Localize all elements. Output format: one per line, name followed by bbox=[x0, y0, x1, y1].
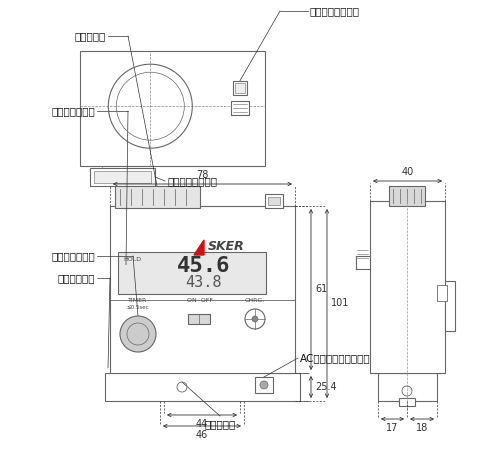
Text: ホールド表示灯: ホールド表示灯 bbox=[51, 106, 95, 116]
Bar bbox=[90, 168, 155, 186]
Text: HOLD: HOLD bbox=[123, 257, 141, 262]
Text: 充電表示灯: 充電表示灯 bbox=[204, 419, 236, 429]
Text: 硬さ表示器: 硬さ表示器 bbox=[75, 31, 106, 41]
Text: CHRG.: CHRG. bbox=[245, 298, 265, 303]
Bar bbox=[445, 281, 455, 331]
Text: 電源スイッチ: 電源スイッチ bbox=[58, 273, 95, 283]
Bar bbox=[265, 194, 283, 208]
Text: 18: 18 bbox=[416, 423, 428, 433]
Text: 25.4: 25.4 bbox=[315, 382, 336, 392]
Text: 外部出力コネクタ: 外部出力コネクタ bbox=[168, 176, 218, 186]
Text: 78: 78 bbox=[196, 170, 209, 180]
Bar bbox=[378, 373, 437, 401]
Text: ≤0.5sec: ≤0.5sec bbox=[127, 305, 149, 310]
Text: 45.6: 45.6 bbox=[177, 256, 230, 276]
Text: 44: 44 bbox=[196, 419, 208, 429]
Text: タイマスイッチ: タイマスイッチ bbox=[51, 251, 95, 261]
Bar bbox=[235, 83, 245, 93]
Text: 46: 46 bbox=[196, 430, 208, 440]
Bar bbox=[255, 377, 273, 393]
Text: 40: 40 bbox=[401, 167, 414, 177]
Circle shape bbox=[260, 381, 268, 389]
Text: 61: 61 bbox=[315, 285, 327, 295]
Bar bbox=[115, 186, 200, 208]
Bar bbox=[399, 398, 415, 406]
Circle shape bbox=[120, 316, 156, 352]
Bar bbox=[231, 101, 249, 115]
Bar bbox=[94, 171, 151, 183]
Bar bbox=[268, 197, 280, 205]
Bar bbox=[110, 206, 295, 373]
Text: 101: 101 bbox=[331, 299, 349, 308]
Bar bbox=[188, 314, 210, 324]
Bar bbox=[105, 373, 300, 401]
Polygon shape bbox=[194, 240, 204, 255]
Text: 43.8: 43.8 bbox=[186, 275, 222, 290]
Text: SKER: SKER bbox=[208, 240, 245, 253]
Bar bbox=[80, 51, 265, 166]
Text: TIMER: TIMER bbox=[128, 298, 148, 303]
Text: ACアダプタコネクター: ACアダプタコネクター bbox=[300, 353, 371, 363]
Circle shape bbox=[252, 316, 258, 322]
Bar bbox=[389, 186, 425, 206]
Text: リセットスイッチ: リセットスイッチ bbox=[310, 6, 360, 16]
Bar bbox=[370, 201, 445, 373]
Bar bbox=[118, 252, 266, 294]
Text: 17: 17 bbox=[386, 423, 399, 433]
Bar bbox=[437, 285, 447, 301]
Bar bbox=[233, 81, 247, 95]
Text: ON  OFF: ON OFF bbox=[187, 298, 213, 303]
